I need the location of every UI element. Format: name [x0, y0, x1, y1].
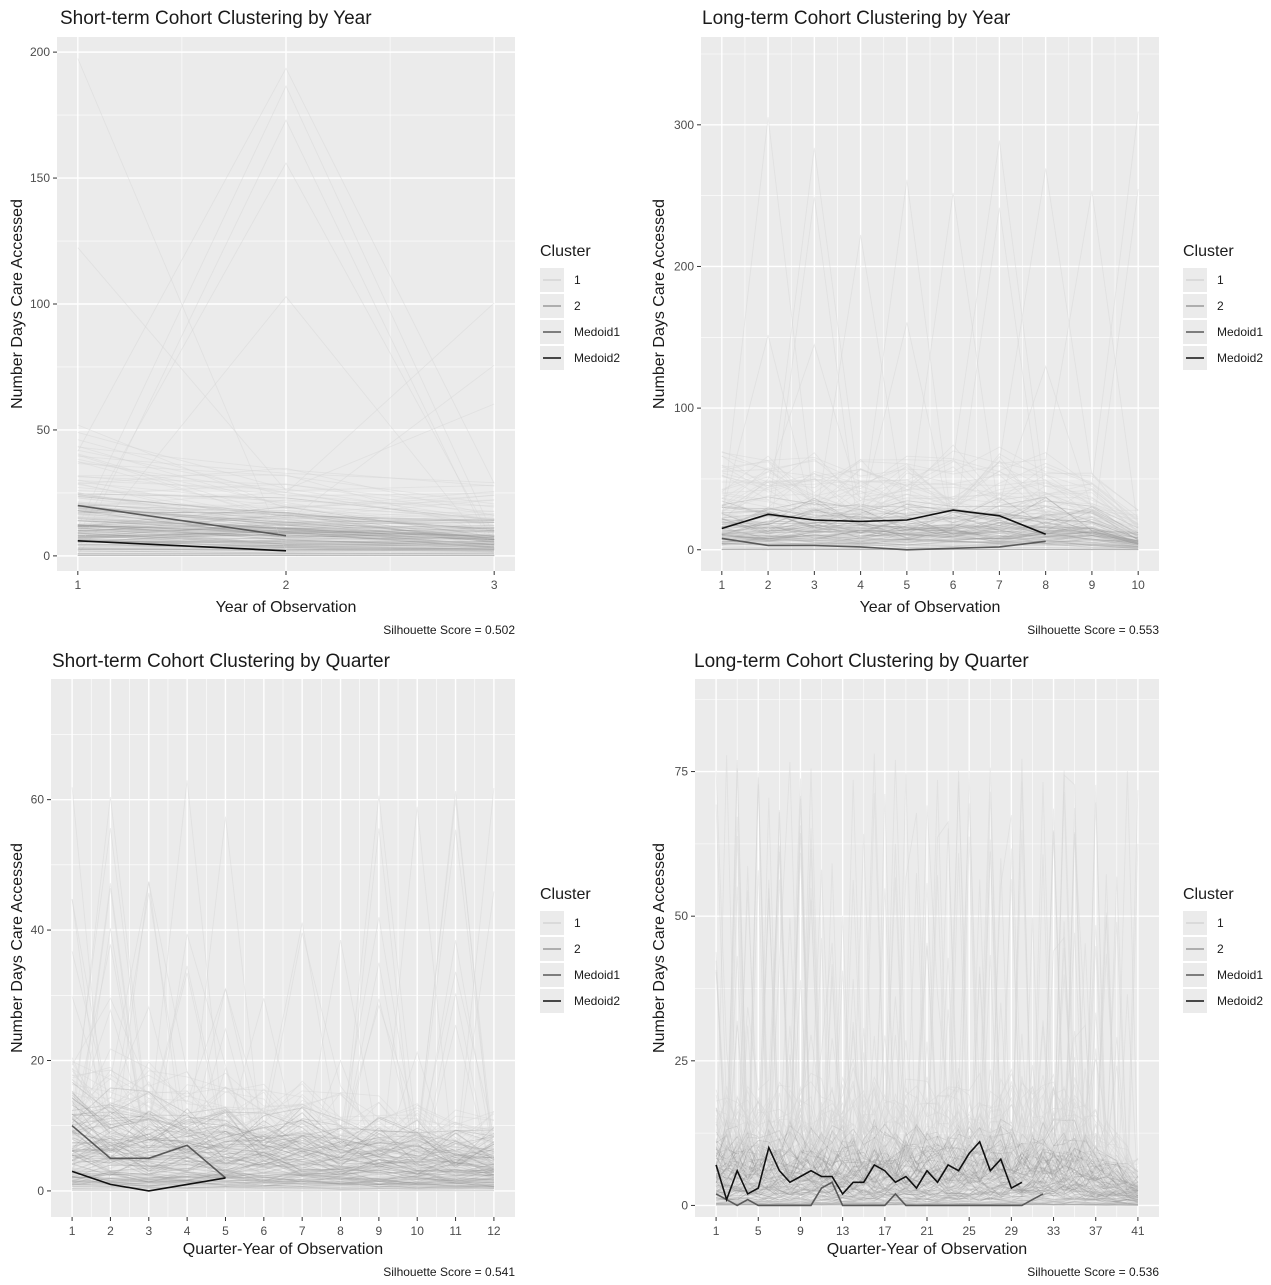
y-tick-label: 25	[675, 1054, 689, 1068]
x-tick-label: 5	[222, 1224, 229, 1238]
chart-panel-2: Long-term Cohort Clustering by Year 0 100 2…	[651, 8, 1263, 637]
legend-label: 1	[1217, 916, 1224, 930]
y-tick-label: 75	[675, 765, 689, 779]
y-tick-label: 100	[674, 401, 694, 415]
x-tick-label: 10	[411, 1224, 425, 1238]
y-axis-label: Number Days Care Accessed	[651, 199, 668, 409]
x-tick-label: 6	[260, 1224, 267, 1238]
y-tick-label: 200	[30, 45, 50, 59]
x-tick-label: 1	[713, 1224, 720, 1238]
chart-title: Long-term Cohort Clustering by Quarter	[694, 651, 1029, 672]
legend-label: 1	[1217, 273, 1224, 287]
x-tick-label: 1	[74, 578, 81, 592]
legend-title: Cluster	[1183, 243, 1234, 260]
y-tick-label: 0	[681, 1198, 688, 1212]
x-tick-label: 12	[487, 1224, 501, 1238]
legend-label: 2	[574, 942, 581, 956]
x-tick-label: 9	[1089, 578, 1096, 592]
chart-panel-3: Short-term Cohort Clustering by Quarter 0…	[9, 651, 620, 1279]
x-tick-label: 10	[1132, 578, 1146, 592]
legend-title: Cluster	[540, 886, 591, 903]
x-axis-label: Year of Observation	[860, 599, 1001, 616]
legend-label: Medoid1	[1217, 325, 1263, 339]
x-axis-label: Quarter-Year of Observation	[183, 1241, 383, 1258]
silhouette-caption: Silhouette Score = 0.536	[1027, 1265, 1159, 1279]
y-tick-label: 0	[37, 1184, 44, 1198]
chart-panel-4: Long-term Cohort Clustering by Quarter 0 2…	[651, 651, 1263, 1279]
x-tick-label: 4	[857, 578, 864, 592]
silhouette-caption: Silhouette Score = 0.553	[1027, 623, 1159, 637]
legend: Cluster 1 2 Medoid1 Medoid2	[1183, 886, 1263, 1013]
x-tick-label: 13	[836, 1224, 850, 1238]
silhouette-caption: Silhouette Score = 0.541	[383, 1265, 515, 1279]
x-tick-label: 2	[107, 1224, 114, 1238]
legend-label: Medoid1	[574, 325, 620, 339]
legend-label: Medoid2	[574, 994, 620, 1008]
x-tick-label: 37	[1089, 1224, 1103, 1238]
y-tick-label: 60	[31, 793, 45, 807]
legend-title: Cluster	[540, 243, 591, 260]
x-tick-label: 29	[1005, 1224, 1019, 1238]
x-tick-label: 1	[69, 1224, 76, 1238]
y-tick-label: 40	[31, 923, 45, 937]
y-tick-label: 50	[675, 909, 689, 923]
x-tick-label: 25	[963, 1224, 977, 1238]
x-tick-label: 33	[1047, 1224, 1061, 1238]
x-axis-label: Year of Observation	[216, 599, 357, 616]
x-tick-label: 3	[811, 578, 818, 592]
legend-label: Medoid2	[574, 351, 620, 365]
x-tick-label: 3	[491, 578, 498, 592]
y-axis-label: Number Days Care Accessed	[9, 843, 26, 1053]
legend: Cluster 1 2 Medoid1 Medoid2	[540, 243, 620, 370]
y-tick-label: 50	[37, 423, 51, 437]
legend-label: Medoid1	[1217, 968, 1263, 982]
y-tick-label: 0	[687, 543, 694, 557]
legend-label: 1	[574, 273, 581, 287]
x-tick-label: 8	[1042, 578, 1049, 592]
legend-label: 2	[1217, 299, 1224, 313]
x-tick-label: 3	[145, 1224, 152, 1238]
x-tick-label: 7	[299, 1224, 306, 1238]
legend-title: Cluster	[1183, 886, 1234, 903]
chart-title: Short-term Cohort Clustering by Year	[60, 8, 372, 29]
y-axis-label: Number Days Care Accessed	[9, 199, 26, 409]
legend-label: Medoid2	[1217, 351, 1263, 365]
x-tick-label: 2	[283, 578, 290, 592]
legend-label: 2	[1217, 942, 1224, 956]
x-tick-label: 7	[996, 578, 1003, 592]
y-axis-label: Number Days Care Accessed	[651, 843, 668, 1053]
x-tick-label: 41	[1131, 1224, 1145, 1238]
x-tick-label: 17	[878, 1224, 892, 1238]
legend-label: Medoid2	[1217, 994, 1263, 1008]
x-tick-label: 5	[904, 578, 911, 592]
y-tick-label: 300	[674, 118, 694, 132]
x-tick-label: 9	[376, 1224, 383, 1238]
x-tick-label: 9	[797, 1224, 804, 1238]
silhouette-caption: Silhouette Score = 0.502	[383, 623, 515, 637]
y-tick-label: 0	[43, 549, 50, 563]
legend: Cluster 1 2 Medoid1 Medoid2	[540, 886, 620, 1013]
legend: Cluster 1 2 Medoid1 Medoid2	[1183, 243, 1263, 370]
x-tick-label: 4	[184, 1224, 191, 1238]
y-tick-label: 20	[31, 1053, 45, 1067]
x-tick-label: 21	[920, 1224, 934, 1238]
x-tick-label: 11	[449, 1224, 462, 1238]
x-tick-label: 6	[950, 578, 957, 592]
x-tick-label: 5	[755, 1224, 762, 1238]
chart-panel-1: Short-term Cohort Clustering by Year 0 50 1…	[9, 8, 620, 637]
legend-label: 1	[574, 916, 581, 930]
chart-title: Short-term Cohort Clustering by Quarter	[52, 651, 391, 672]
chart-title: Long-term Cohort Clustering by Year	[702, 8, 1011, 29]
x-tick-label: 8	[337, 1224, 344, 1238]
legend-label: Medoid1	[574, 968, 620, 982]
x-tick-label: 2	[765, 578, 772, 592]
legend-label: 2	[574, 299, 581, 313]
x-axis-label: Quarter-Year of Observation	[827, 1241, 1027, 1258]
y-tick-label: 150	[30, 171, 50, 185]
x-tick-label: 1	[718, 578, 725, 592]
y-tick-label: 200	[674, 259, 694, 273]
y-tick-label: 100	[30, 297, 50, 311]
